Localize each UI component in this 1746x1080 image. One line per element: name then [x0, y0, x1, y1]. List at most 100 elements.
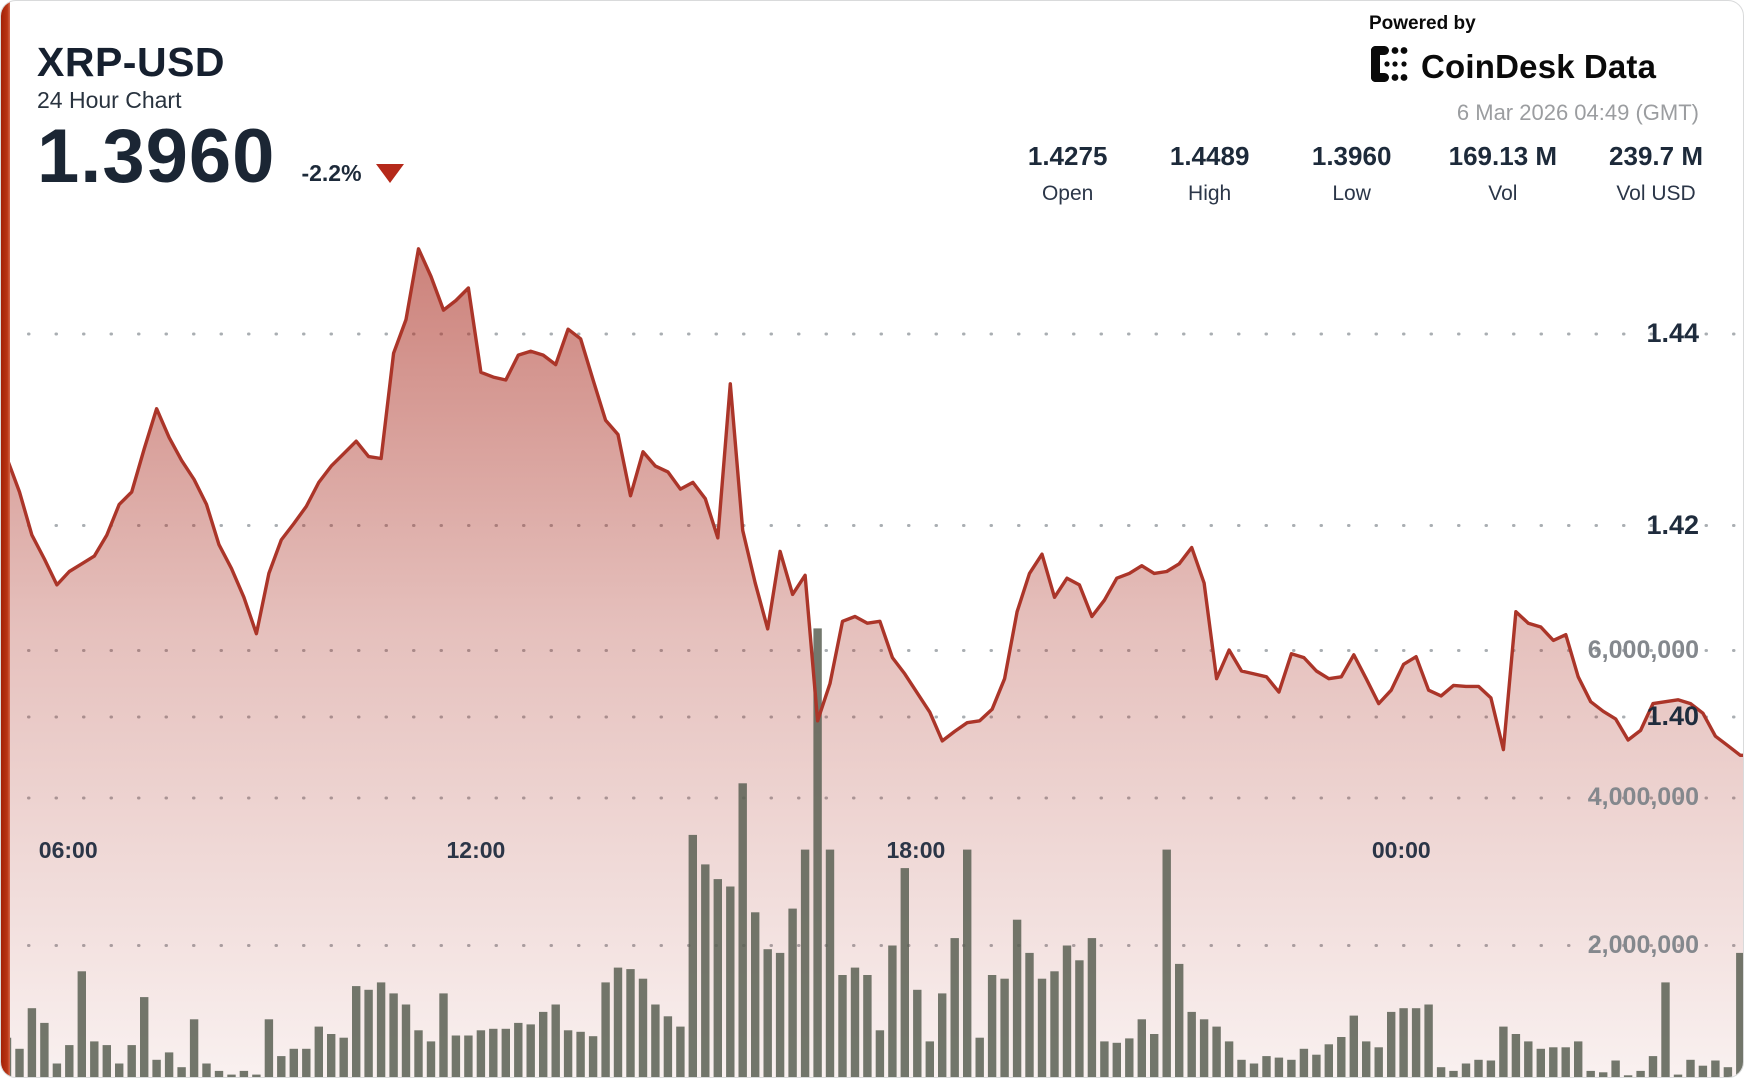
volume-bar [90, 1041, 99, 1077]
stat-volume: 169.13 M Vol [1449, 141, 1557, 206]
volume-bar [663, 1016, 673, 1077]
price-change-percent: -2.2% [301, 160, 362, 186]
volume-bar [1424, 1004, 1433, 1077]
volume-bar [214, 1070, 224, 1077]
volume-bar [987, 975, 997, 1077]
volume-bar [825, 849, 835, 1077]
volume-bar [1486, 1060, 1496, 1077]
volume-bar [751, 912, 760, 1077]
volume-bar [1137, 1019, 1146, 1077]
coindesk-brand-name: CoinDesk Data [1421, 48, 1656, 86]
volume-bar [1337, 1037, 1346, 1077]
volume-bar [1536, 1048, 1545, 1077]
current-price: 1.3960 [37, 114, 276, 199]
brand-word-2: Data [1583, 47, 1657, 85]
volume-bar [339, 1037, 348, 1077]
chart-range-subtitle: 24 Hour Chart [37, 87, 182, 113]
volume-bar [1524, 1041, 1533, 1077]
volume-bar [1150, 1034, 1159, 1077]
volume-bar [1499, 1026, 1508, 1077]
stat-low-value: 1.3960 [1311, 141, 1392, 171]
volume-bar [1511, 1034, 1521, 1077]
volume-bar [601, 982, 610, 1077]
stat-open-value: 1.4275 [1027, 141, 1108, 171]
volume-bar [1199, 1019, 1209, 1077]
volume-bar [1623, 1075, 1633, 1077]
stat-low: 1.3960 Low [1307, 141, 1397, 206]
volume-bar [65, 1045, 74, 1077]
volume-bar [426, 1041, 436, 1077]
volume-bar [651, 1004, 660, 1077]
volume-bar [588, 1036, 598, 1077]
volume-bar [576, 1031, 585, 1077]
brand-word-1: CoinDesk [1421, 47, 1575, 85]
volume-bar [775, 952, 785, 1077]
volume-bar [713, 879, 722, 1077]
volume-bar [127, 1045, 136, 1077]
volume-bar [1399, 1008, 1408, 1077]
volume-bar [850, 967, 860, 1077]
volume-bar [239, 1070, 249, 1077]
volume-bar [1012, 919, 1022, 1077]
triangle-down-icon [375, 164, 404, 183]
volume-bar [1025, 952, 1034, 1077]
price-change-wrap: -2.2% [301, 160, 404, 187]
volume-bar [1112, 1042, 1121, 1077]
volume-bar [1461, 1063, 1471, 1077]
stat-high-value: 1.4489 [1169, 141, 1250, 171]
coindesk-brand[interactable]: CoinDesk Data [1369, 43, 1699, 90]
volume-bar [1374, 1047, 1383, 1077]
volume-bar [1162, 849, 1171, 1077]
volume-bar [40, 1022, 49, 1077]
volume-bar [227, 1074, 236, 1077]
volume-bar [77, 971, 86, 1077]
volume-bar [975, 1037, 984, 1077]
volume-bar [1262, 1056, 1271, 1077]
volume-bar [1561, 1047, 1570, 1077]
volume-bar [514, 1022, 523, 1077]
volume-bar [963, 849, 972, 1077]
volume-bar [688, 834, 697, 1077]
volume-bar [676, 1026, 685, 1077]
volume-bar [701, 864, 710, 1077]
volume-bar [726, 886, 735, 1077]
volume-bar [189, 1019, 199, 1077]
volume-bar [1087, 938, 1097, 1077]
volume-bar [638, 978, 648, 1077]
volume-bar [626, 969, 635, 1077]
volume-bar [1387, 1011, 1396, 1077]
left-accent-bar [1, 1, 10, 1077]
volume-bar [1736, 952, 1743, 1077]
volume-bar [1449, 1070, 1458, 1077]
volume-bar [376, 982, 386, 1077]
volume-bar [52, 1063, 62, 1077]
volume-bar [476, 1030, 486, 1077]
volume-bar [738, 783, 747, 1077]
volume-bar [1237, 1059, 1246, 1077]
volume-bar [1212, 1026, 1221, 1077]
volume-bar [1050, 971, 1059, 1077]
volume-bar [1436, 1067, 1446, 1077]
stat-high: 1.4489 High [1165, 141, 1255, 206]
volume-bar [1574, 1041, 1583, 1077]
volume-bar [1673, 1074, 1683, 1077]
volume-bar [277, 1056, 286, 1077]
volume-bar [1249, 1063, 1259, 1077]
stat-volume-usd-value: 239.7 M [1609, 141, 1703, 171]
powered-by-label: Powered by [1369, 13, 1476, 34]
volume-bar [152, 1059, 161, 1077]
volume-bar [1698, 1065, 1708, 1077]
volume-bar [1037, 978, 1047, 1077]
volume-bar [925, 1041, 934, 1077]
volume-bar [1349, 1015, 1358, 1077]
volume-bar [1648, 1056, 1658, 1077]
volume-bar [1599, 1072, 1608, 1077]
stat-open-label: Open [1041, 182, 1094, 205]
stat-open: 1.4275 Open [1023, 141, 1113, 206]
volume-bar [264, 1019, 274, 1077]
volume-bar [551, 1004, 560, 1077]
volume-bar [489, 1028, 498, 1077]
volume-bar [1474, 1059, 1483, 1077]
